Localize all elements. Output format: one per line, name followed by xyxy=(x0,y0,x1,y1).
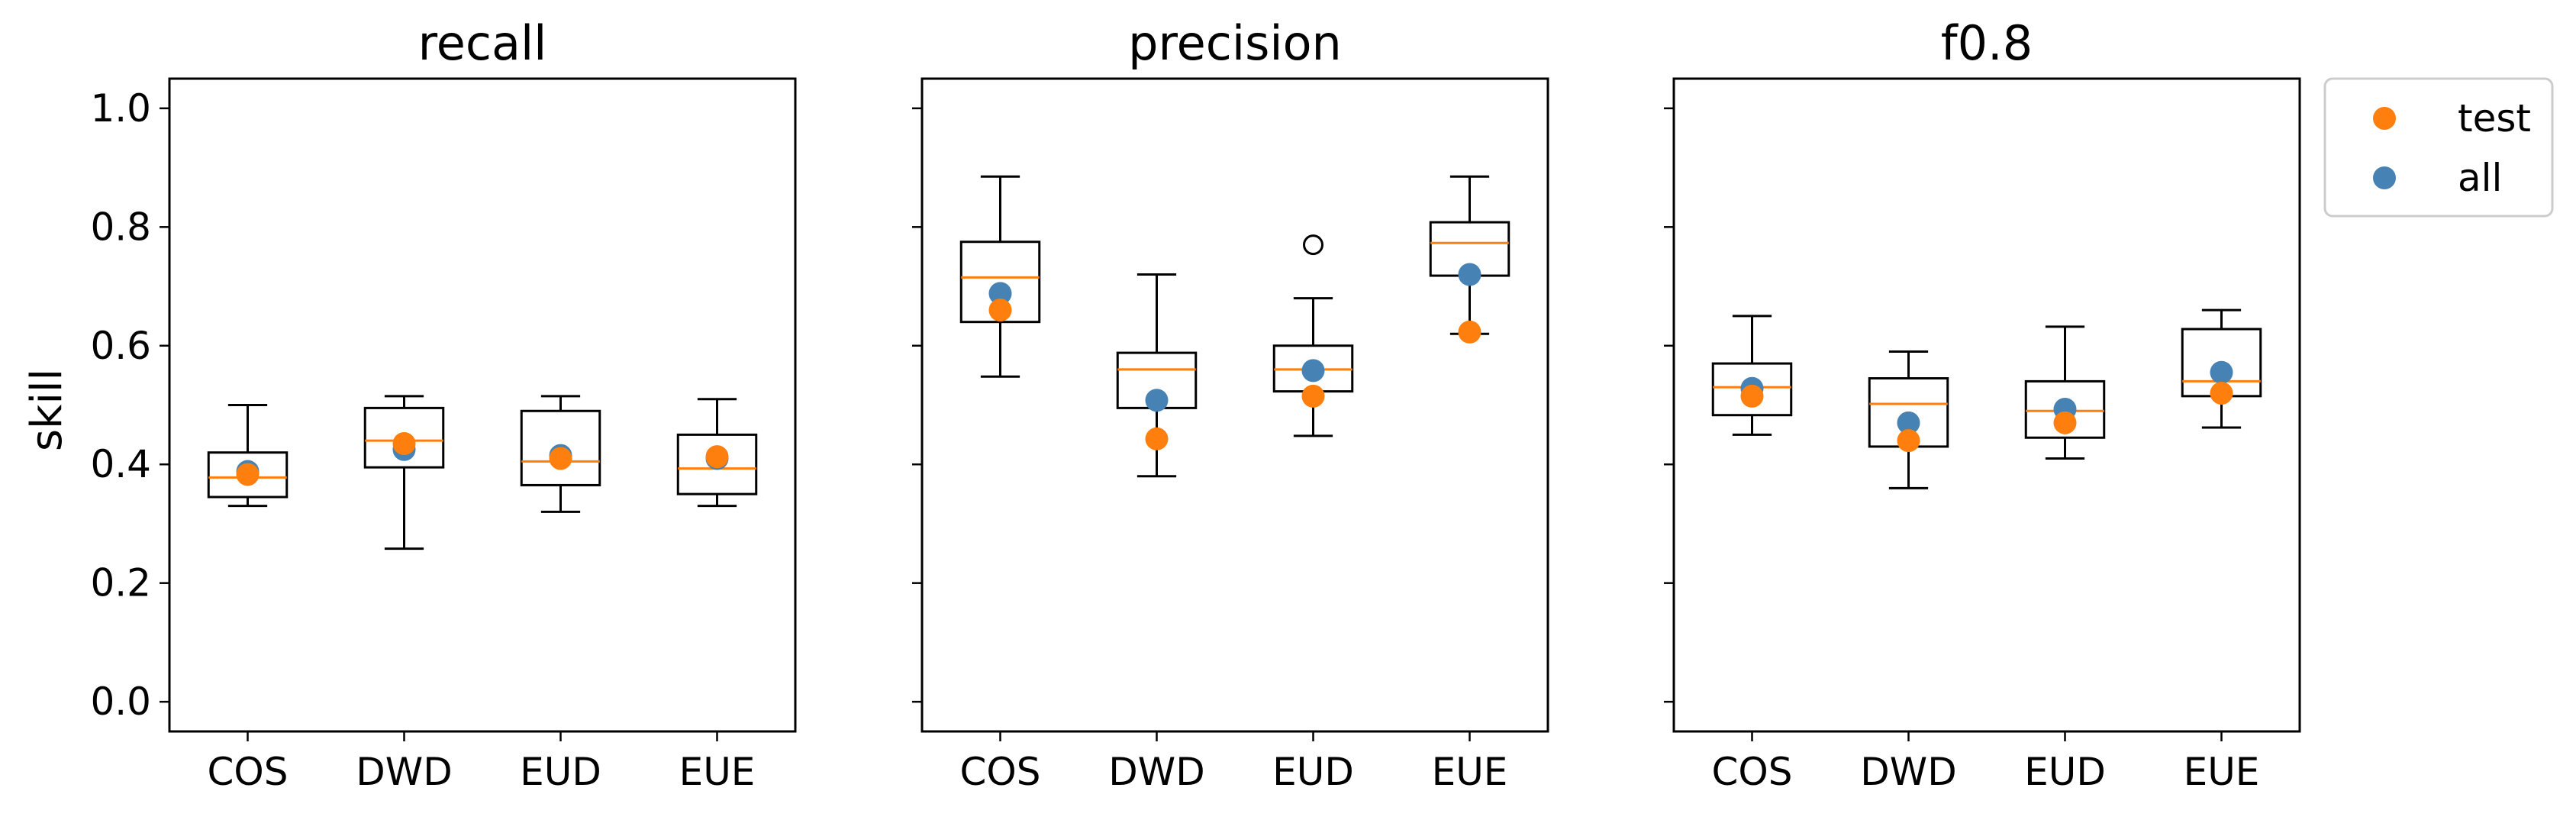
x-tick-label: EUD xyxy=(1272,750,1354,794)
box-iqr xyxy=(520,409,601,486)
all-point-eue xyxy=(1458,263,1481,286)
panel-title: recall xyxy=(418,15,547,71)
legend: test all xyxy=(2323,77,2554,218)
axes-frame xyxy=(168,77,797,733)
test-point-cos xyxy=(236,463,260,486)
box-iqr xyxy=(363,406,445,469)
axes-frame xyxy=(920,77,1549,733)
x-tick-label: DWD xyxy=(1108,750,1204,794)
box-iqr xyxy=(1711,362,1793,417)
x-tick-label: COS xyxy=(207,750,288,794)
test-point-dwd xyxy=(392,432,416,456)
test-point-eud xyxy=(549,447,572,470)
box-eud xyxy=(2024,325,2106,460)
x-tick-label: EUD xyxy=(2024,750,2106,794)
y-tick-label: 0.4 xyxy=(90,442,151,486)
x-tick-label: COS xyxy=(1711,750,1792,794)
box-eud xyxy=(1272,234,1354,437)
box-iqr xyxy=(959,241,1041,324)
box-iqr xyxy=(2024,379,2106,439)
legend-marker-test xyxy=(2373,107,2396,130)
x-tick-label: EUE xyxy=(2184,750,2260,794)
y-tick-label: 0.2 xyxy=(90,561,151,605)
test-point-dwd xyxy=(1897,429,1920,453)
box-iqr xyxy=(207,451,289,499)
x-tick-label: COS xyxy=(959,750,1040,794)
axes-frame xyxy=(1672,77,2301,733)
legend-label-test: test xyxy=(2458,96,2531,140)
legend-label-all: all xyxy=(2458,156,2502,200)
x-tick-label: DWD xyxy=(356,750,452,794)
y-axis-label: skill xyxy=(22,369,72,451)
test-point-cos xyxy=(988,299,1012,322)
panel-2: COS DWD EUD EUE precision xyxy=(912,15,1549,794)
y-tick-label: 0.8 xyxy=(90,205,151,249)
x-tick-label: EUD xyxy=(520,750,601,794)
all-point-dwd xyxy=(1145,389,1169,412)
x-tick-label: DWD xyxy=(1860,750,1956,794)
box-iqr xyxy=(676,433,758,496)
test-point-eud xyxy=(2053,411,2077,434)
test-point-cos xyxy=(1740,384,1764,408)
test-point-eue xyxy=(2210,381,2233,405)
box-cos xyxy=(959,175,1041,378)
y-tick-label: 1.0 xyxy=(90,86,151,131)
all-point-eue xyxy=(2210,360,2233,384)
panel-title: f0.8 xyxy=(1941,15,2033,71)
test-point-eue xyxy=(1458,320,1481,344)
y-tick-label: 0.0 xyxy=(90,680,151,724)
x-tick-label: EUE xyxy=(1432,750,1508,794)
outlier-point xyxy=(1303,234,1323,256)
panel-3: COS DWD EUD EUE f0.8 xyxy=(1664,15,2301,794)
legend-marker-all xyxy=(2373,166,2396,189)
test-point-eue xyxy=(705,445,729,469)
x-tick-label: EUE xyxy=(679,750,756,794)
panels: 0.0 0.2 0.4 0.6 0.8 1.0 COS DWD EUD EUE recall COS D… xyxy=(90,15,2301,794)
all-point-eud xyxy=(1301,359,1325,383)
test-point-dwd xyxy=(1145,427,1169,450)
y-tick-label: 0.6 xyxy=(90,324,151,368)
box-cos xyxy=(1711,315,1793,436)
test-point-eud xyxy=(1301,384,1325,408)
all-point-dwd xyxy=(1897,411,1920,434)
panel-title: precision xyxy=(1128,15,1342,71)
panel-1: 0.0 0.2 0.4 0.6 0.8 1.0 COS DWD EUD EUE recall xyxy=(90,15,797,794)
all-point-cos xyxy=(988,282,1012,305)
